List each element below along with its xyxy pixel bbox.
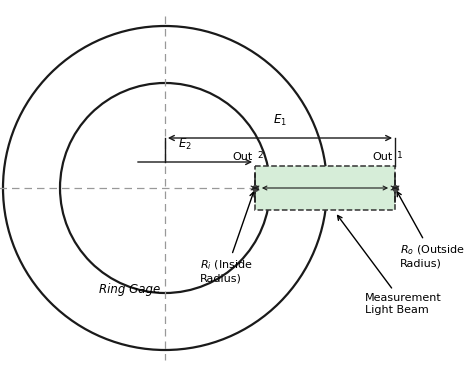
Text: 1: 1: [397, 151, 403, 160]
Text: $R_o$ (Outside
Radius): $R_o$ (Outside Radius): [397, 192, 465, 268]
Text: $E_1$: $E_1$: [273, 113, 287, 128]
Text: Out: Out: [373, 152, 393, 162]
Text: $E_2$: $E_2$: [178, 137, 192, 152]
Text: $R_i$ (Inside
Radius): $R_i$ (Inside Radius): [200, 192, 254, 283]
Bar: [255, 166, 395, 210]
Text: Measurement
Light Beam: Measurement Light Beam: [337, 215, 442, 315]
Text: Ring Gage: Ring Gage: [100, 284, 161, 297]
Text: 2: 2: [257, 151, 263, 160]
Text: Out: Out: [233, 152, 253, 162]
